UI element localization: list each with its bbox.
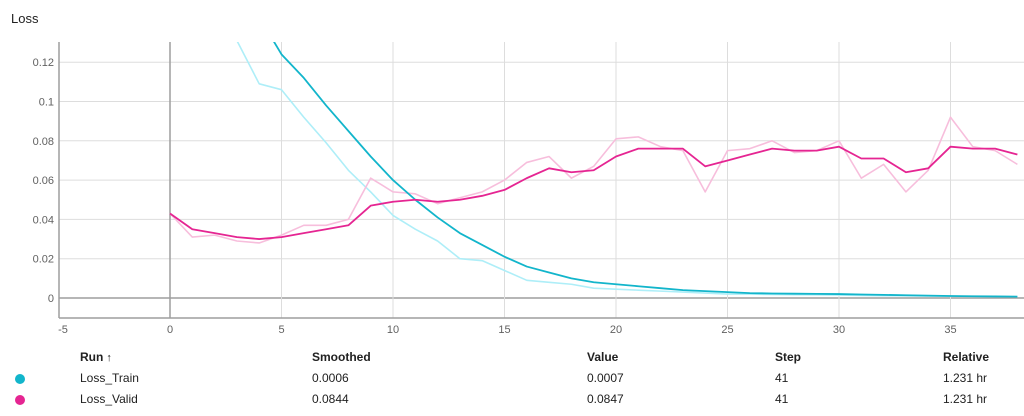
- relative-time: 1.231 hr: [943, 392, 988, 406]
- svg-text:0.04: 0.04: [33, 214, 54, 226]
- svg-text:0.06: 0.06: [33, 175, 54, 187]
- step-column-header[interactable]: Step: [775, 350, 802, 364]
- svg-text:35: 35: [944, 324, 956, 336]
- relative-column-header[interactable]: Relative: [943, 350, 990, 364]
- chart-title: Loss: [11, 11, 39, 26]
- smoothed-value: 0.0006: [312, 371, 349, 385]
- svg-text:15: 15: [498, 324, 510, 336]
- run-name: Loss_Train: [80, 371, 139, 385]
- svg-text:5: 5: [278, 324, 284, 336]
- table-row: Loss_Train 0.0006 0.0007 41 1.231 hr: [0, 367, 1024, 388]
- smoothed-value: 0.0844: [312, 392, 349, 406]
- svg-text:10: 10: [387, 324, 399, 336]
- table-row: Loss_Valid 0.0844 0.0847 41 1.231 hr: [0, 388, 1024, 409]
- x-axis: -5 0 5 10 15 20 25 30 35: [58, 324, 957, 336]
- table-header: Run ↑ Smoothed Value Step Relative: [0, 346, 1024, 367]
- svg-text:0: 0: [167, 324, 173, 336]
- run-name: Loss_Valid: [80, 392, 138, 406]
- value-column-header[interactable]: Value: [587, 350, 619, 364]
- step-value: 41: [775, 392, 789, 406]
- chart-grid: [58, 42, 1024, 319]
- legend-table: Run ↑ Smoothed Value Step Relative Loss_T…: [0, 346, 1024, 409]
- svg-text:20: 20: [610, 324, 622, 336]
- series-color-dot-icon: [15, 374, 25, 384]
- svg-text:25: 25: [721, 324, 733, 336]
- chart-series: [169, 42, 1018, 298]
- y-axis: 0 0.02 0.04 0.06 0.08 0.1 0.12: [33, 57, 54, 305]
- svg-text:30: 30: [833, 324, 845, 336]
- step-value: 41: [775, 371, 789, 385]
- svg-text:0.02: 0.02: [33, 254, 54, 266]
- svg-text:0: 0: [48, 293, 54, 305]
- line-chart[interactable]: 0 0.02 0.04 0.06 0.08 0.1 0.12 -5 0 5 10 15 20 25 30 3…: [0, 0, 1024, 345]
- svg-text:0.08: 0.08: [33, 136, 54, 148]
- raw-value: 0.0007: [587, 371, 624, 385]
- series-color-dot-icon: [15, 395, 25, 405]
- svg-text:0.1: 0.1: [39, 97, 54, 109]
- relative-time: 1.231 hr: [943, 371, 988, 385]
- svg-text:-5: -5: [58, 324, 68, 336]
- smoothed-column-header[interactable]: Smoothed: [312, 350, 371, 364]
- sort-ascending-icon: ↑: [106, 352, 112, 364]
- svg-text:0.12: 0.12: [33, 57, 54, 69]
- run-column-header[interactable]: Run ↑: [80, 350, 112, 364]
- raw-value: 0.0847: [587, 392, 624, 406]
